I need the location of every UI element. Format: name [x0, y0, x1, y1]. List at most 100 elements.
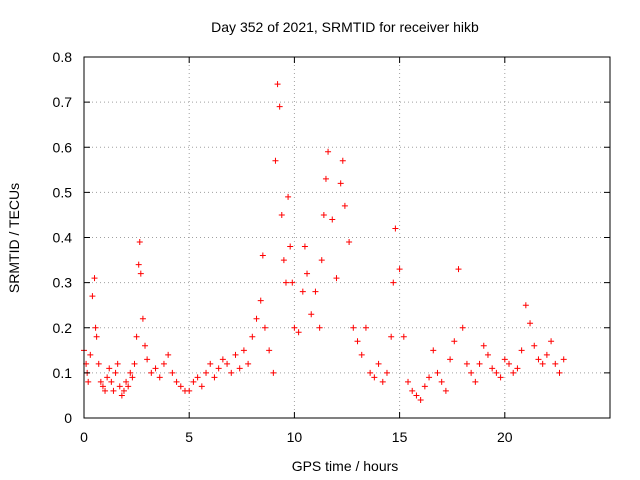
data-point — [272, 157, 279, 164]
data-point — [259, 252, 266, 259]
data-point — [95, 360, 102, 367]
data-point — [224, 360, 231, 367]
data-point — [211, 374, 218, 381]
data-point — [548, 338, 555, 345]
data-point — [295, 329, 302, 336]
data-point — [489, 365, 496, 372]
data-point — [308, 311, 315, 318]
data-point — [354, 338, 361, 345]
data-point — [232, 351, 239, 358]
y-tick-label: 0.4 — [53, 230, 73, 246]
data-point — [274, 81, 281, 88]
data-point — [459, 324, 466, 331]
data-point — [430, 347, 437, 354]
data-point — [136, 239, 143, 246]
data-point — [484, 351, 491, 358]
data-point — [118, 392, 125, 399]
data-point — [104, 374, 111, 381]
data-point — [383, 369, 390, 376]
data-point — [388, 333, 395, 340]
data-point — [137, 270, 144, 277]
data-point — [99, 383, 106, 390]
plot-frame — [83, 56, 611, 419]
data-point — [329, 216, 336, 223]
data-point — [493, 369, 500, 376]
x-tick-label: 20 — [497, 429, 513, 445]
data-point — [514, 365, 521, 372]
data-point — [325, 148, 332, 155]
y-tick-label: 0.6 — [53, 139, 73, 155]
data-point — [125, 383, 132, 390]
data-point — [501, 356, 508, 363]
data-point — [476, 360, 483, 367]
data-point — [131, 360, 138, 367]
data-point — [522, 302, 529, 309]
data-point — [539, 360, 546, 367]
data-point — [245, 360, 252, 367]
data-point — [169, 369, 176, 376]
y-tick-label: 0.1 — [53, 365, 73, 381]
data-point — [194, 374, 201, 381]
data-point — [144, 356, 151, 363]
data-point — [152, 365, 159, 372]
data-point — [92, 324, 99, 331]
data-point — [91, 275, 98, 282]
data-point — [285, 193, 292, 200]
y-tick-label: 0 — [64, 410, 72, 426]
data-point — [282, 279, 289, 286]
data-point — [339, 157, 346, 164]
data-point — [527, 320, 534, 327]
data-point — [518, 347, 525, 354]
data-point — [228, 369, 235, 376]
data-point — [253, 315, 260, 322]
data-point — [552, 360, 559, 367]
data-point — [93, 333, 100, 340]
y-tick-label: 0.5 — [53, 184, 73, 200]
data-point — [133, 333, 140, 340]
data-point — [320, 211, 327, 218]
data-points — [81, 81, 567, 403]
data-point — [451, 338, 458, 345]
data-point — [438, 378, 445, 385]
data-point — [442, 387, 449, 394]
data-point — [276, 103, 283, 110]
y-tick-label: 0.8 — [53, 49, 73, 65]
data-point — [173, 378, 180, 385]
data-point — [390, 279, 397, 286]
data-point — [299, 288, 306, 295]
data-point — [426, 374, 433, 381]
data-point — [455, 266, 462, 273]
x-axis-label: GPS time / hours — [292, 458, 399, 474]
data-point — [346, 239, 353, 246]
data-point — [358, 351, 365, 358]
x-tick-label: 10 — [287, 429, 303, 445]
data-point — [341, 202, 348, 209]
data-point — [531, 342, 538, 349]
data-point — [278, 211, 285, 218]
data-point — [102, 387, 109, 394]
data-point — [543, 351, 550, 358]
data-point — [413, 392, 420, 399]
data-point — [207, 360, 214, 367]
data-point — [135, 261, 142, 268]
data-point — [97, 378, 104, 385]
y-tick-label: 0.3 — [53, 275, 73, 291]
data-point — [289, 279, 296, 286]
data-point — [257, 297, 264, 304]
data-point — [270, 369, 277, 376]
data-point — [560, 356, 567, 363]
data-point — [129, 374, 136, 381]
data-point — [316, 324, 323, 331]
data-point — [333, 275, 340, 282]
data-point — [497, 374, 504, 381]
data-point — [240, 347, 247, 354]
data-point — [266, 347, 273, 354]
data-point — [186, 387, 193, 394]
data-point — [447, 356, 454, 363]
data-point — [400, 333, 407, 340]
data-point — [120, 387, 127, 394]
data-point — [417, 396, 424, 403]
y-axis-label: SRMTID / TECUs — [6, 183, 22, 293]
data-point — [87, 351, 94, 358]
